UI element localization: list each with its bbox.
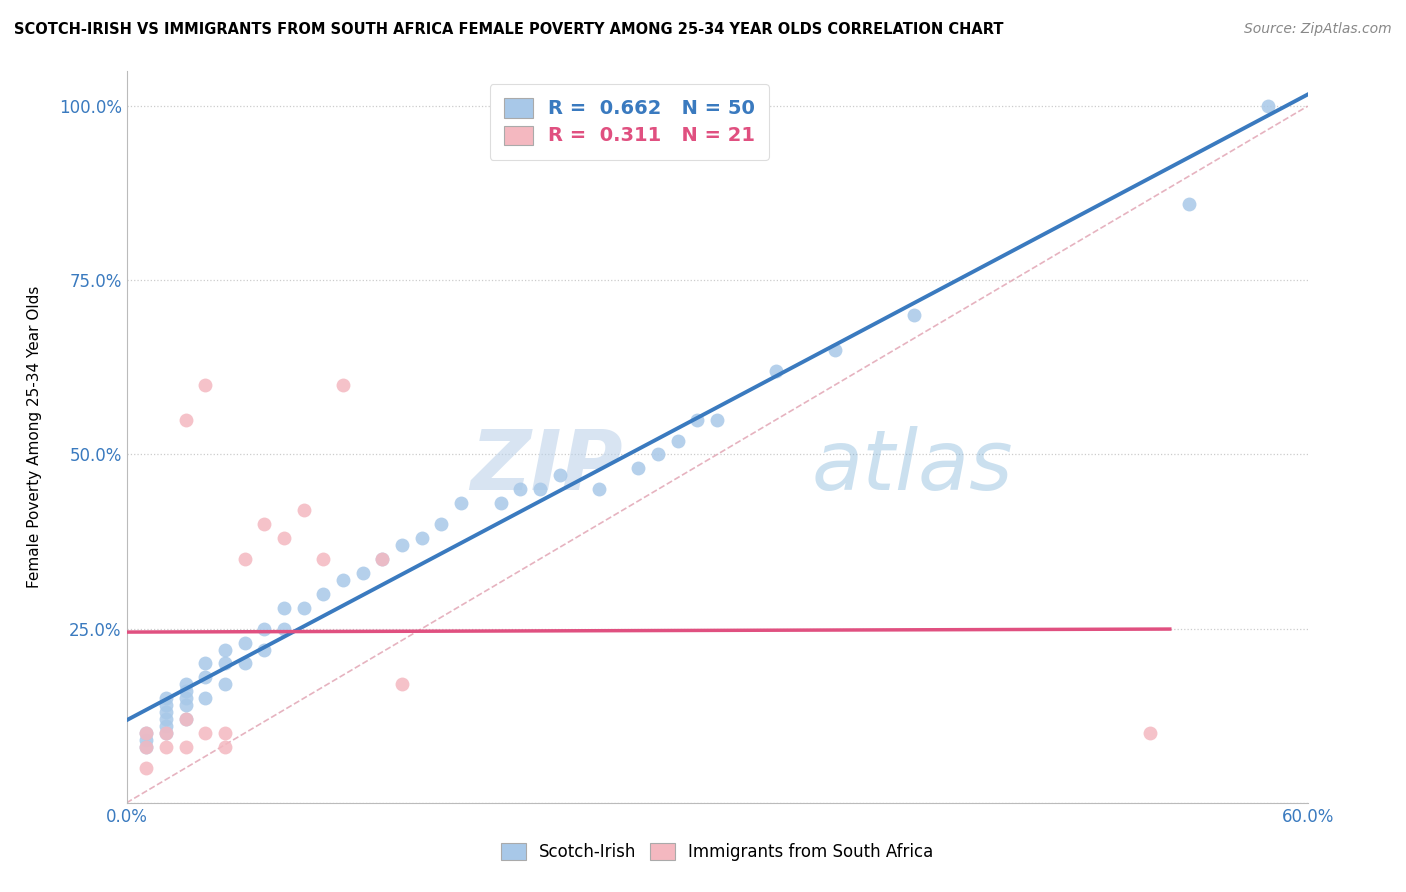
Point: [253, 642, 276, 657]
Point: [135, 761, 157, 775]
Y-axis label: Female Poverty Among 25-34 Year Olds: Female Poverty Among 25-34 Year Olds: [27, 286, 42, 588]
Point: [548, 468, 571, 483]
Point: [292, 503, 315, 517]
Point: [174, 677, 197, 691]
Point: [411, 531, 433, 545]
Point: [135, 733, 157, 747]
Point: [155, 726, 177, 740]
Point: [489, 496, 512, 510]
Point: [391, 677, 413, 691]
Point: [214, 642, 236, 657]
Point: [1178, 196, 1201, 211]
Point: [273, 622, 295, 636]
Point: [312, 587, 335, 601]
Text: SCOTCH-IRISH VS IMMIGRANTS FROM SOUTH AFRICA FEMALE POVERTY AMONG 25-34 YEAR OLD: SCOTCH-IRISH VS IMMIGRANTS FROM SOUTH AF…: [14, 22, 1004, 37]
Point: [155, 691, 177, 706]
Point: [174, 712, 197, 726]
Point: [155, 705, 177, 719]
Point: [273, 600, 295, 615]
Point: [174, 740, 197, 755]
Point: [312, 552, 335, 566]
Point: [174, 698, 197, 713]
Point: [194, 670, 217, 684]
Point: [765, 364, 787, 378]
Point: [1139, 726, 1161, 740]
Point: [214, 740, 236, 755]
Point: [824, 343, 846, 357]
Point: [155, 740, 177, 755]
Point: [647, 448, 669, 462]
Point: [214, 657, 236, 671]
Point: [233, 635, 256, 649]
Legend: Scotch-Irish, Immigrants from South Africa: Scotch-Irish, Immigrants from South Afri…: [494, 836, 941, 868]
Point: [450, 496, 472, 510]
Point: [194, 726, 217, 740]
Point: [253, 622, 276, 636]
Point: [135, 726, 157, 740]
Point: [430, 517, 453, 532]
Point: [529, 483, 551, 497]
Point: [214, 726, 236, 740]
Point: [233, 552, 256, 566]
Point: [155, 698, 177, 713]
Point: [1257, 99, 1279, 113]
Point: [155, 712, 177, 726]
Point: [588, 483, 610, 497]
Point: [371, 552, 394, 566]
Point: [214, 677, 236, 691]
Point: [174, 712, 197, 726]
Point: [686, 412, 709, 426]
Text: Source: ZipAtlas.com: Source: ZipAtlas.com: [1244, 22, 1392, 37]
Text: ZIP: ZIP: [470, 425, 623, 507]
Point: [332, 573, 354, 587]
Point: [273, 531, 295, 545]
Point: [627, 461, 650, 475]
Point: [332, 377, 354, 392]
Point: [666, 434, 689, 448]
Point: [155, 726, 177, 740]
Point: [253, 517, 276, 532]
Point: [509, 483, 531, 497]
Point: [371, 552, 394, 566]
Point: [233, 657, 256, 671]
Point: [292, 600, 315, 615]
Point: [135, 740, 157, 755]
Point: [706, 412, 728, 426]
Text: atlas: atlas: [811, 425, 1014, 507]
Point: [194, 657, 217, 671]
Point: [903, 308, 925, 322]
Point: [155, 719, 177, 733]
Point: [135, 740, 157, 755]
Point: [194, 377, 217, 392]
Point: [391, 538, 413, 552]
Point: [174, 691, 197, 706]
Point: [174, 412, 197, 426]
Point: [352, 566, 374, 580]
Point: [174, 684, 197, 698]
Point: [194, 691, 217, 706]
Point: [135, 726, 157, 740]
